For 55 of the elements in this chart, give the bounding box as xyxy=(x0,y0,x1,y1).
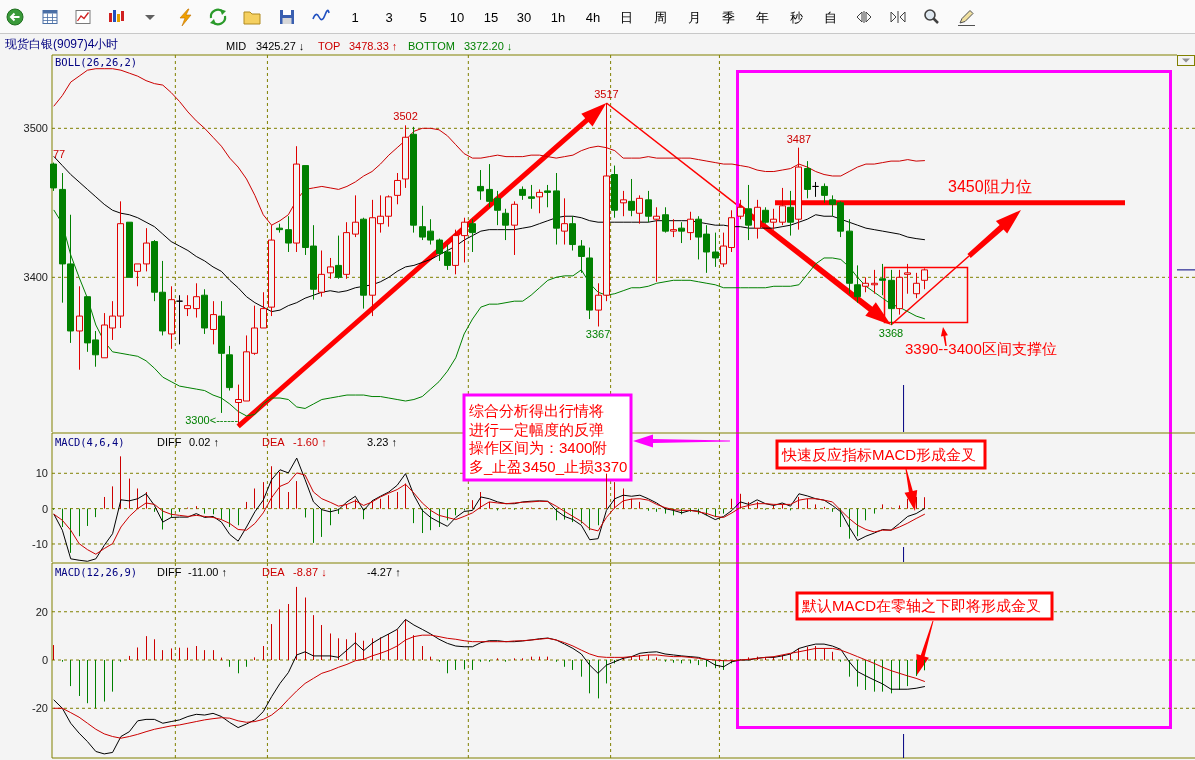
y-tick-label: 20 xyxy=(35,605,48,618)
text: 年 xyxy=(755,9,769,25)
y-tick-label: 10 xyxy=(35,467,48,480)
annotation: 3.23 ↑ xyxy=(367,436,397,448)
text: 3372.20 ↓ xyxy=(464,40,513,52)
text: 30 xyxy=(516,9,532,25)
text: 3 xyxy=(385,9,393,25)
text: DIFF xyxy=(157,566,182,578)
annotation: 3368 xyxy=(878,327,904,340)
text: 日 xyxy=(619,9,633,25)
y-tick-label: -20 xyxy=(32,702,48,715)
annotation: 3300<------ xyxy=(185,414,239,427)
chart-subtitle: BOLL(26,26,2) xyxy=(55,56,138,68)
annotation: 快速反应指标MACD形成金叉 xyxy=(781,446,977,463)
text: DEA xyxy=(262,566,286,578)
text: 1 xyxy=(351,9,359,25)
text: DIFF xyxy=(157,436,182,448)
text: 1h xyxy=(550,9,566,25)
annotation: 3367 xyxy=(585,328,611,341)
annotation: 综合分析得出行情将进行一定幅度的反弹操作区间为：3400附多_止盈3450_止损3370 xyxy=(469,402,628,475)
annotation: 0.02 ↑ xyxy=(189,436,219,448)
text: DEA xyxy=(262,436,286,448)
text: 自 xyxy=(823,9,837,25)
y-tick-label: 3400 xyxy=(23,271,48,284)
annotation: -1.60 ↑ xyxy=(293,436,327,448)
annotation: 3390--3400区间支撑位 xyxy=(905,340,1057,357)
annotation: 3502 xyxy=(393,110,418,123)
text: 秒 xyxy=(789,9,803,25)
text: 周 xyxy=(653,9,667,25)
text: 10 xyxy=(449,9,465,25)
text: 季 xyxy=(721,9,735,25)
annotation: -11.00 ↑ xyxy=(188,566,227,578)
text: 15 xyxy=(483,9,499,25)
text: BOTTOM xyxy=(408,40,455,52)
y-tick-label: 0 xyxy=(41,654,48,667)
text: 5 xyxy=(419,9,427,25)
annotation: 默认MACD在零轴之下即将形成金叉 xyxy=(801,597,1042,614)
annotation: 3517 xyxy=(594,87,619,100)
y-tick-label: -10 xyxy=(32,537,48,550)
annotation: -4.27 ↑ xyxy=(367,566,401,578)
annotation: -8.87 ↓ xyxy=(293,566,327,578)
y-tick-label: 0 xyxy=(41,502,48,515)
text: MID xyxy=(226,40,247,52)
text: TOP xyxy=(318,40,341,52)
text: 3425.27 ↓ xyxy=(256,40,305,52)
text: 月 xyxy=(687,9,701,25)
y-tick-label: 3500 xyxy=(23,122,48,135)
ref-line-label: 3450阻力位 xyxy=(948,177,1032,195)
annotation: 77 xyxy=(53,147,66,160)
text: 4h xyxy=(585,9,601,25)
chart-title: 现货白银(9097)4小时 xyxy=(5,37,119,51)
chart-title: MACD(4,6,4) xyxy=(55,436,125,448)
text: 3478.33 ↑ xyxy=(349,40,398,52)
chart-title: MACD(12,26,9) xyxy=(55,566,138,578)
annotation: 3487 xyxy=(786,132,812,145)
